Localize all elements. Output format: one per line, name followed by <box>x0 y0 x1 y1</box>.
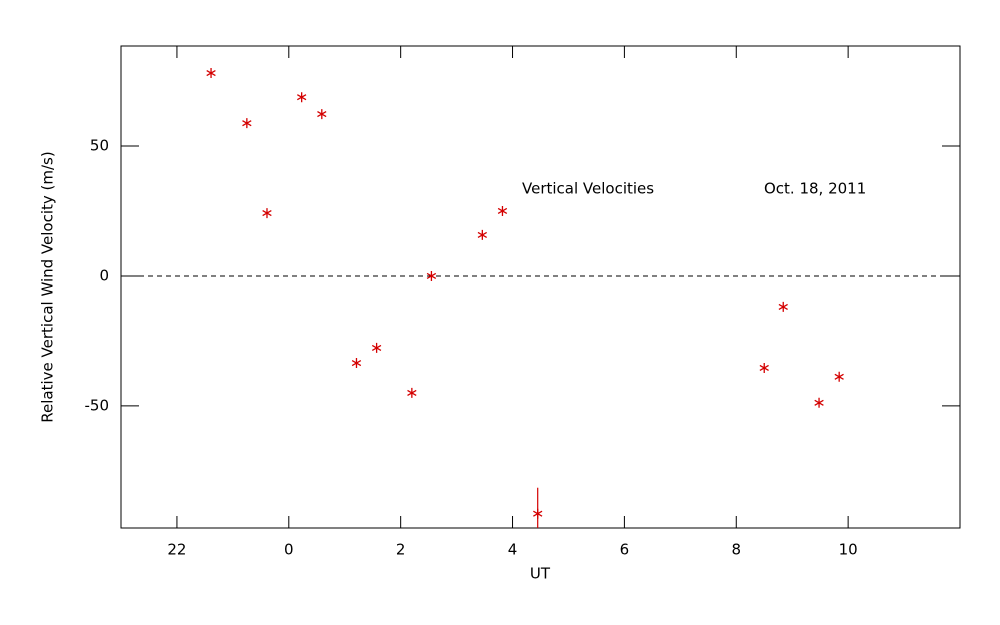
x-tick-label: 0 <box>284 541 294 559</box>
point <box>262 208 272 219</box>
point <box>834 371 844 382</box>
plot-frame <box>120 45 961 529</box>
point <box>533 508 543 519</box>
point <box>351 358 362 369</box>
x-tick-label: 22 <box>167 541 186 559</box>
point <box>242 118 252 129</box>
point <box>296 92 307 103</box>
point <box>206 68 216 79</box>
point <box>778 301 788 312</box>
x-axis-label: UT <box>530 565 551 583</box>
y-tick-label: 0 <box>99 266 109 284</box>
y-axis-label: Relative Vertical Wind Velocity (m/s) <box>39 151 57 422</box>
point <box>477 229 488 240</box>
x-tick-label: 4 <box>508 541 518 559</box>
point <box>814 397 824 408</box>
point <box>371 342 382 353</box>
point <box>497 205 508 216</box>
y-tick-label: -50 <box>85 396 110 414</box>
point <box>317 109 327 120</box>
point <box>426 270 437 281</box>
x-tick-label: 10 <box>839 541 858 559</box>
point <box>407 387 417 398</box>
x-tick-label: 2 <box>396 541 406 559</box>
x-tick-label: 8 <box>731 541 741 559</box>
x-tick-label: 6 <box>620 541 630 559</box>
point <box>759 362 769 373</box>
annotation: Oct. 18, 2011 <box>764 180 866 198</box>
y-tick-label: 50 <box>90 137 109 155</box>
annotation: Vertical Velocities <box>522 180 654 198</box>
